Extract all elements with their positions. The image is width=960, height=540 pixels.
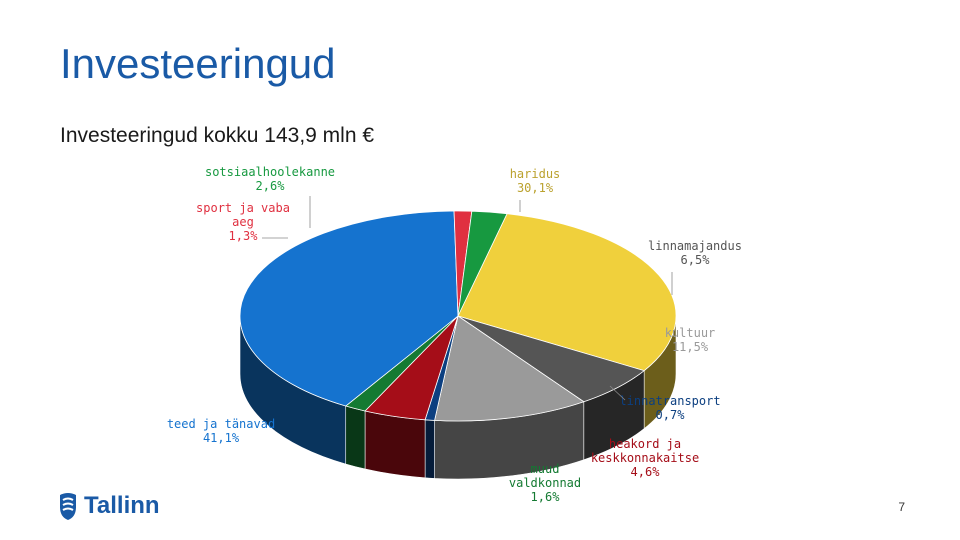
pie-side-heakord-ja-keskkonnakaitse — [364, 410, 426, 479]
data-label-muud-valdkonnad: muud valdkonnad 1,6% — [509, 462, 581, 504]
data-label-haridus: haridus 30,1% — [510, 167, 561, 195]
slide-subtitle: Investeeringud kokku 143,9 mln € — [60, 124, 375, 147]
logo-text: Tallinn — [84, 492, 160, 519]
pie-slice-sotsiaalhoolekanne — [457, 210, 508, 317]
data-label-heakord-ja-keskkonnakaitse: heakord ja keskkonnakaitse 4,6% — [591, 437, 699, 479]
pie-side-muud-valdkonnad — [345, 405, 366, 470]
data-label-kultuur: kultuur 11,5% — [665, 326, 716, 354]
slide-title: Investeeringud — [60, 40, 336, 87]
tallinn-logo: Tallinn — [58, 490, 160, 522]
pie-slice-teed-ja-t-navad — [239, 210, 459, 407]
pie-slice-haridus — [457, 213, 677, 372]
data-label-linnatransport: linnatransport 0,7% — [619, 394, 720, 422]
data-label-linnamajandus: linnamajandus 6,5% — [648, 239, 742, 267]
tallinn-crest-icon — [60, 493, 76, 520]
data-label-sotsiaalhoolekanne: sotsiaalhoolekanne 2,6% — [205, 165, 335, 193]
data-label-teed-ja-t-navad: teed ja tänavad 41,1% — [167, 417, 275, 445]
pie-side-linnatransport — [424, 419, 435, 479]
page-number: 7 — [898, 500, 905, 514]
data-label-sport-ja-vaba-aeg: sport ja vaba aeg 1,3% — [196, 201, 290, 243]
leader-line-linnatransport — [609, 385, 626, 401]
pie-slice-kultuur — [434, 315, 585, 422]
